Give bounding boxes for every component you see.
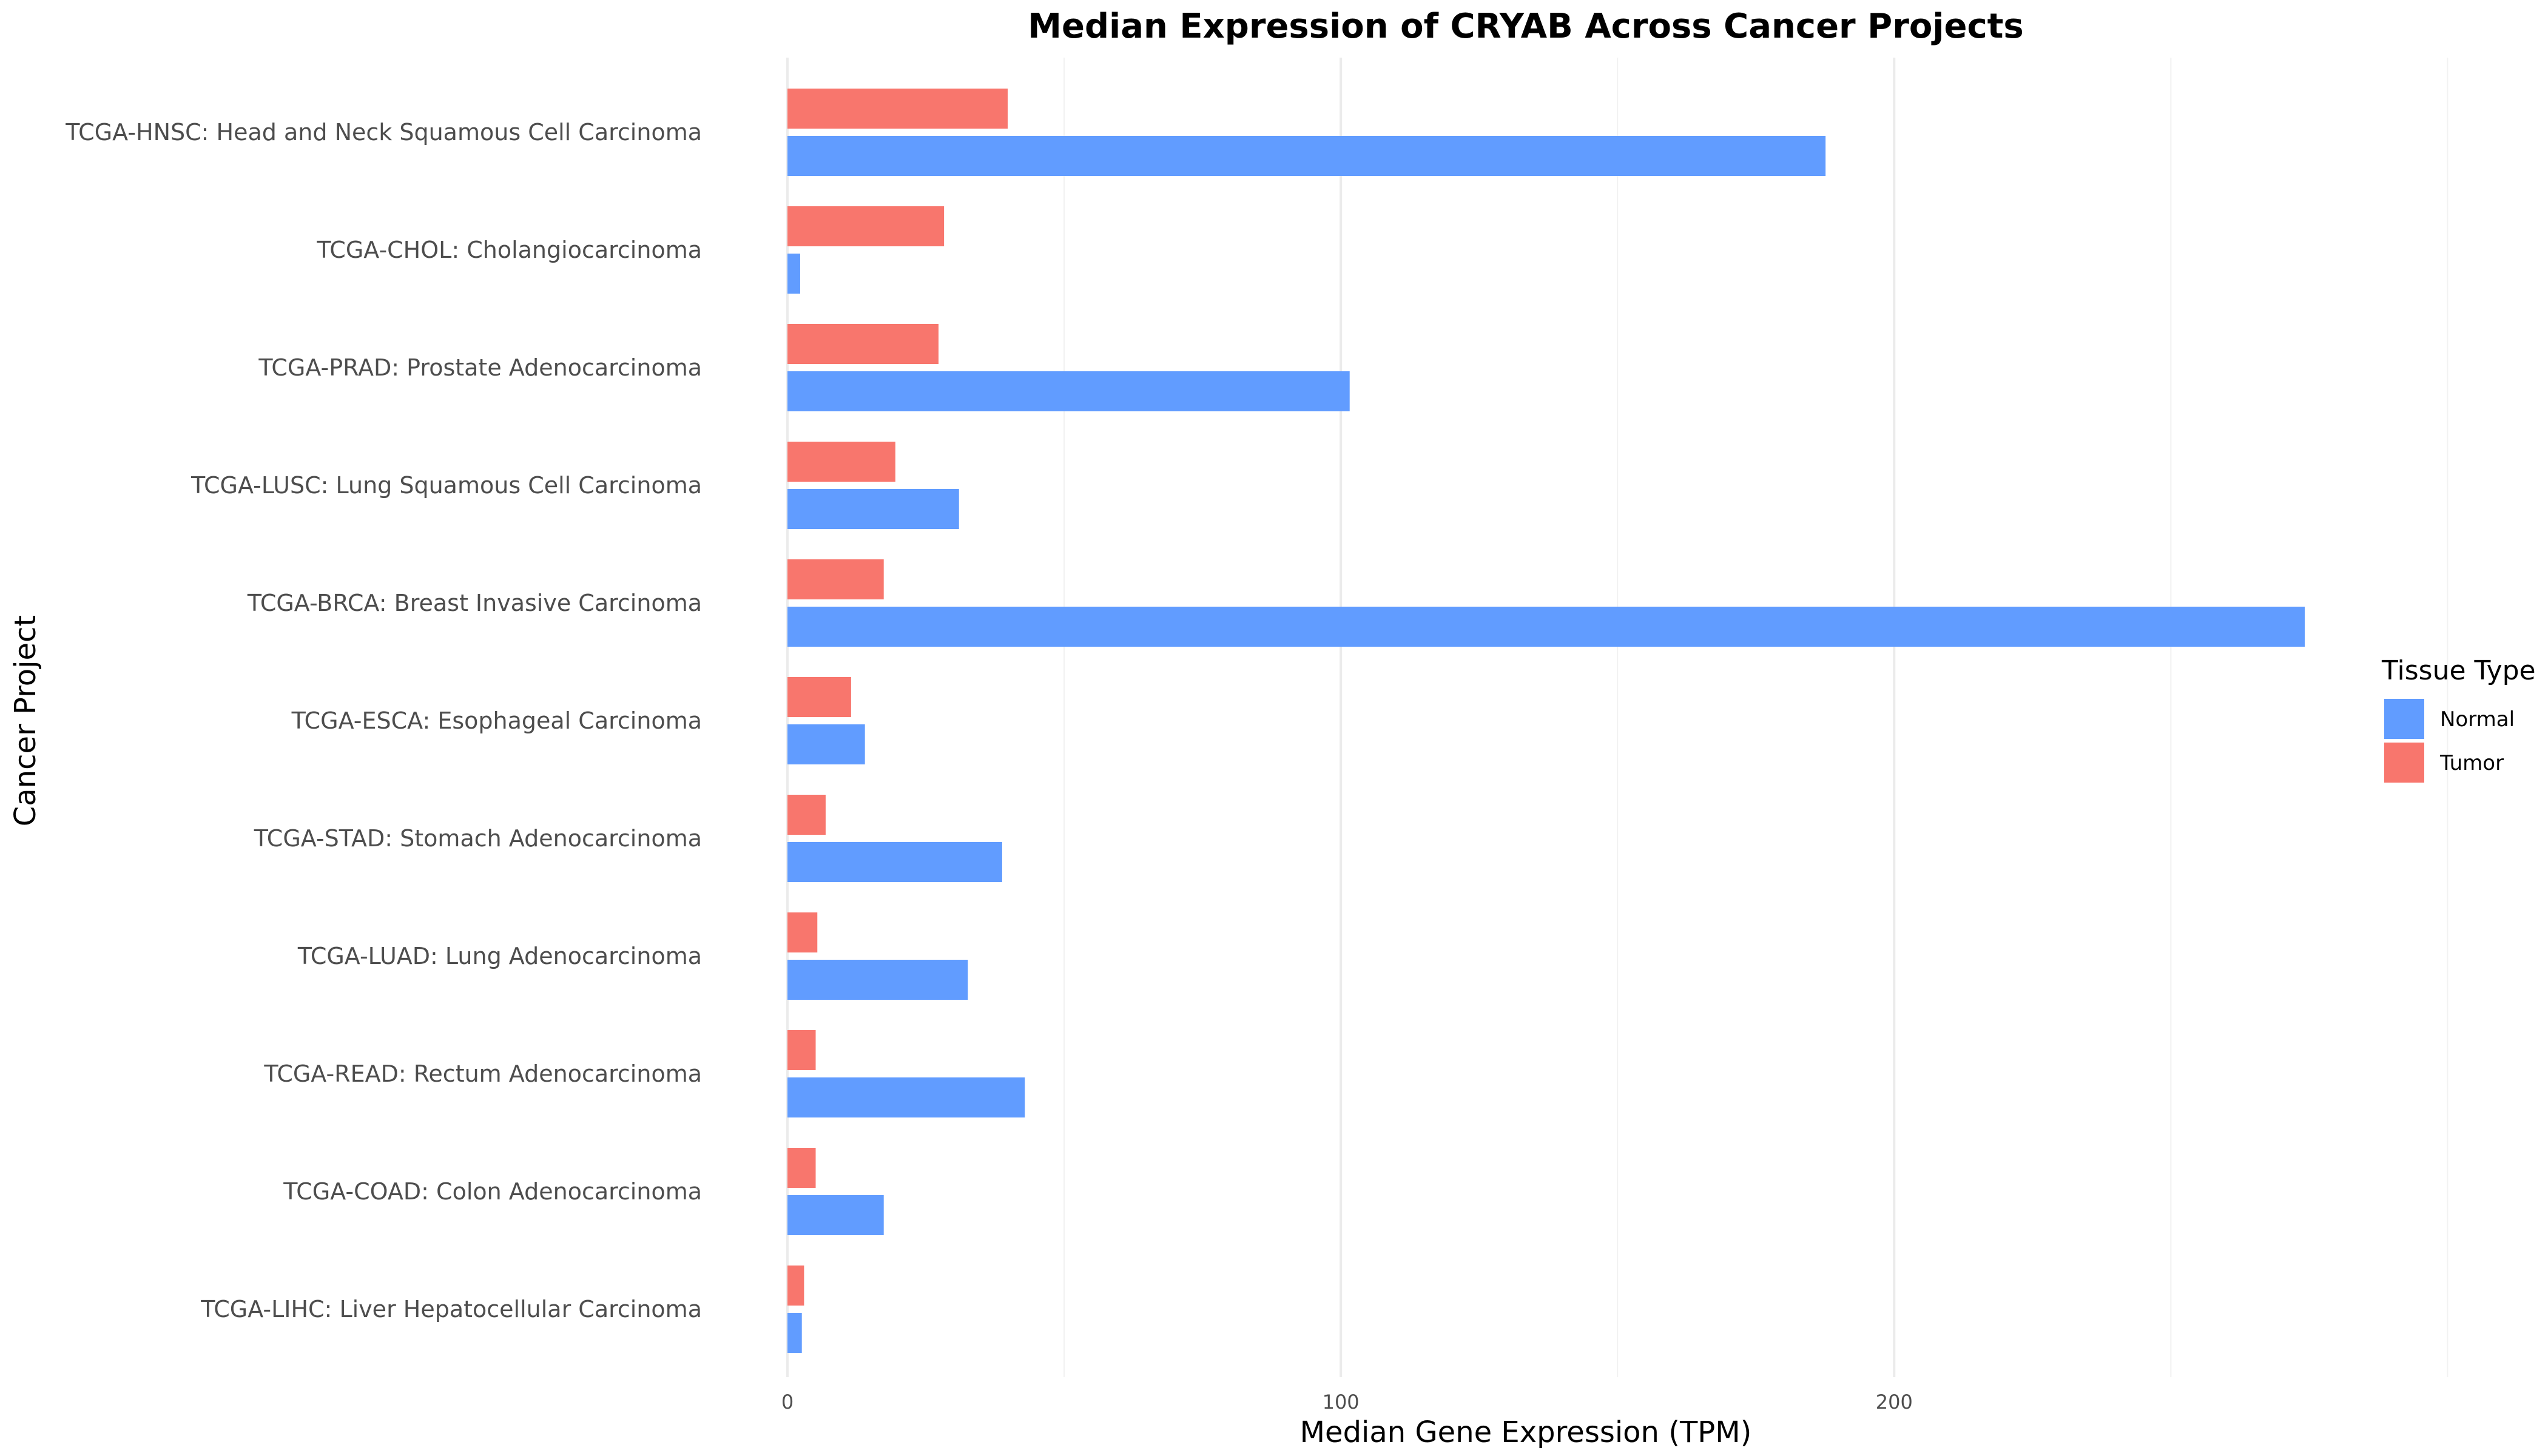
chart-title: Median Expression of CRYAB Across Cancer… — [1028, 7, 2024, 46]
category-labels: TCGA-HNSC: Head and Neck Squamous Cell C… — [65, 119, 702, 1323]
bar-normal — [787, 489, 959, 529]
bar-tumor — [787, 677, 851, 717]
bar-normal — [787, 136, 1826, 176]
legend: Tissue Type Normal Tumor — [2381, 655, 2536, 783]
bar-tumor — [787, 324, 939, 364]
legend-label: Normal — [2440, 707, 2515, 732]
category-label: TCGA-COAD: Colon Adenocarcinoma — [283, 1178, 702, 1205]
bar-normal — [787, 1313, 802, 1353]
x-tick-label: 200 — [1876, 1390, 1913, 1414]
legend-swatch — [2384, 699, 2424, 739]
bar-tumor — [787, 206, 945, 246]
bar-tumor — [787, 559, 884, 599]
category-label: TCGA-LIHC: Liver Hepatocellular Carcinom… — [200, 1296, 702, 1323]
legend-title: Tissue Type — [2381, 655, 2536, 686]
bar-tumor — [787, 1266, 804, 1306]
x-axis-title: Median Gene Expression (TPM) — [1300, 1415, 1752, 1449]
bar-tumor — [787, 1030, 816, 1070]
bar-normal — [787, 724, 865, 764]
bar-tumor — [787, 89, 1008, 129]
category-label: TCGA-HNSC: Head and Neck Squamous Cell C… — [65, 119, 702, 146]
legend-label: Tumor — [2439, 751, 2504, 775]
bar-normal — [787, 607, 2305, 647]
bars — [787, 89, 2305, 1353]
category-label: TCGA-LUAD: Lung Adenocarcinoma — [297, 943, 702, 969]
bar-normal — [787, 1077, 1025, 1117]
category-label: TCGA-READ: Rectum Adenocarcinoma — [263, 1060, 702, 1087]
category-label: TCGA-PRAD: Prostate Adenocarcinoma — [258, 354, 702, 381]
bar-normal — [787, 371, 1350, 411]
bar-tumor — [787, 795, 826, 835]
bar-normal — [787, 254, 800, 294]
category-label: TCGA-BRCA: Breast Invasive Carcinoma — [247, 590, 702, 616]
x-tick-label: 0 — [781, 1390, 794, 1414]
x-tick-label: 100 — [1323, 1390, 1360, 1414]
y-axis-title: Cancer Project — [8, 615, 42, 827]
x-tick-labels: 0 100 200 — [781, 1390, 1913, 1414]
legend-entries: Normal Tumor — [2384, 699, 2515, 783]
bar-tumor — [787, 1148, 816, 1188]
bar-tumor — [787, 442, 895, 482]
category-label: TCGA-CHOL: Cholangiocarcinoma — [316, 237, 702, 263]
bar-normal — [787, 960, 968, 1000]
bar-normal — [787, 842, 1002, 882]
bar-tumor — [787, 912, 818, 952]
category-label: TCGA-ESCA: Esophageal Carcinoma — [291, 707, 702, 734]
category-label: TCGA-STAD: Stomach Adenocarcinoma — [254, 825, 702, 852]
legend-swatch — [2384, 743, 2424, 783]
category-label: TCGA-LUSC: Lung Squamous Cell Carcinoma — [190, 472, 702, 499]
bar-normal — [787, 1195, 884, 1235]
